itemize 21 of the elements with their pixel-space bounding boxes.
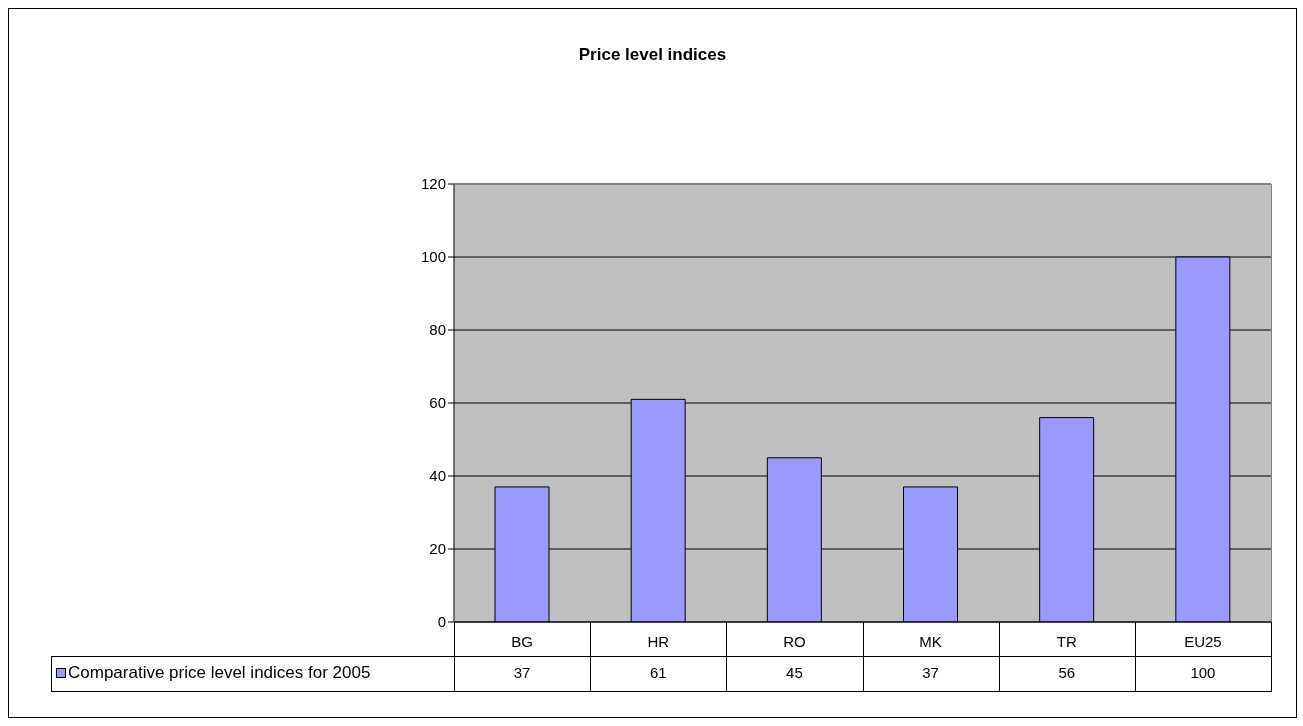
x-tick-label: RO	[783, 632, 806, 650]
x-tick-label: MK	[919, 632, 942, 650]
x-tick-label: TR	[1056, 632, 1077, 650]
y-tick-label: 20	[429, 540, 446, 558]
data-label: 61	[648, 664, 668, 681]
y-tick-label: 100	[420, 248, 446, 266]
x-tick-label: EU25	[1184, 632, 1222, 650]
legend-label: Comparative price level indices for 2005	[68, 663, 371, 683]
x-tick-label: BG	[511, 632, 533, 650]
data-label: 37	[512, 664, 532, 681]
y-tick-label: 0	[437, 613, 446, 631]
y-tick-label: 60	[429, 394, 446, 412]
y-tick-label: 120	[420, 175, 446, 193]
data-label: 100	[1189, 664, 1217, 681]
x-tick-label: HR	[647, 632, 670, 650]
data-label: 56	[1057, 664, 1077, 681]
data-label: 37	[921, 664, 940, 681]
chart-title: Price level indices	[577, 45, 728, 65]
data-label: 45	[785, 664, 804, 681]
y-tick-label: 40	[429, 467, 446, 485]
y-tick-label: 80	[429, 321, 446, 339]
